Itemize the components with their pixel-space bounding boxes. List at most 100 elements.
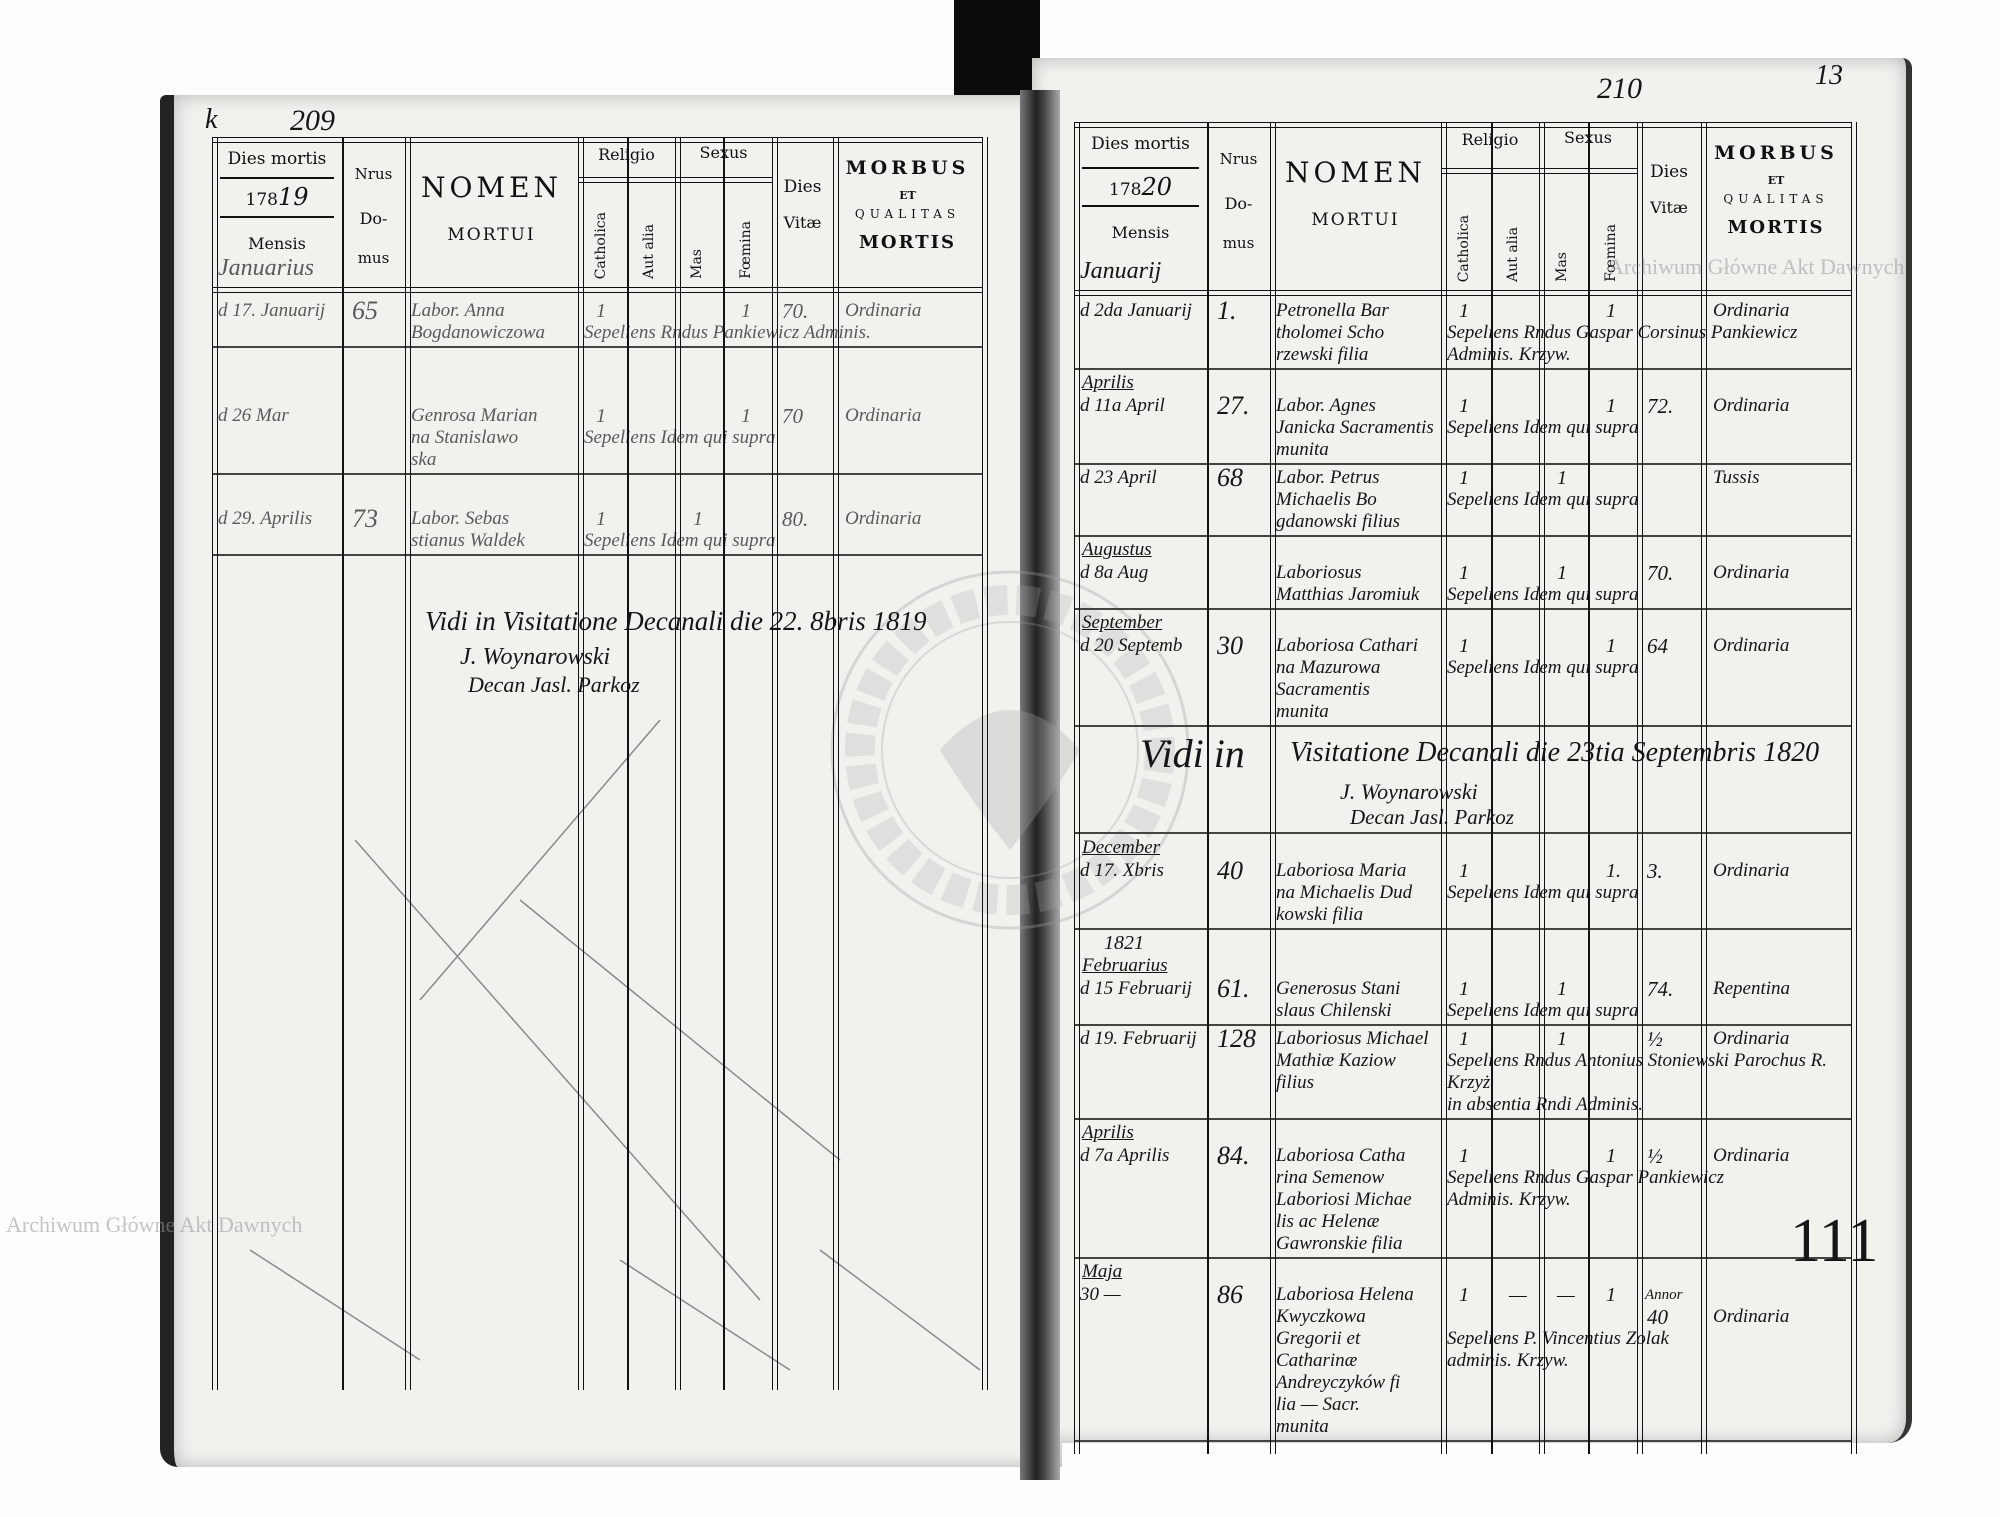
dies-mortis-rule <box>1082 167 1199 169</box>
entry-mark-foemina: 1 <box>1606 635 1616 657</box>
entry-name-line: slaus Chilenski <box>1276 1000 1392 1021</box>
entry-mark-foemina: 1. <box>1606 860 1621 882</box>
entry-name-line: munita <box>1276 1416 1329 1437</box>
column-rule <box>1701 122 1707 1454</box>
header-bottom-rule <box>212 287 982 293</box>
entry-house-number: 86 <box>1217 1280 1243 1309</box>
header-mas: Mas <box>689 249 705 279</box>
entry-morbus: Ordinaria <box>845 405 922 426</box>
entry-date: d 17. Xbris <box>1080 860 1164 881</box>
binding-gutter <box>1020 90 1060 1480</box>
header-year: 17820 <box>1074 173 1207 204</box>
entry-mark-foemina: 1 <box>741 405 751 427</box>
page-number: 209 <box>290 104 335 137</box>
header-mensis: Mensis <box>1111 223 1170 242</box>
entry-name-line: Laboriosa Helena Kwyczkowa <box>1276 1284 1414 1327</box>
entry-morbus: Ordinaria <box>1713 1028 1790 1049</box>
header-mortis: MORTIS <box>1727 217 1825 238</box>
pencil-line <box>354 839 761 1301</box>
visitation-title: Decan Jasl. Parkoz <box>1350 805 1514 829</box>
visitation-title: Decan Jasl. Parkoz <box>468 672 640 697</box>
header-bottom-rule <box>1074 290 1851 296</box>
entry-date: d 29. Aprilis <box>218 508 313 529</box>
entry-mark-catholica: 1 <box>1459 1284 1469 1306</box>
row-separator <box>212 554 982 556</box>
entry-morbus: Ordinaria <box>1713 562 1790 583</box>
entry-mark-foemina: 1 <box>1606 1284 1616 1306</box>
entry-mark-mas: 1 <box>1557 467 1567 489</box>
entry-name-line: Gregorii et Catharinæ <box>1276 1328 1361 1371</box>
entry-morbus: Ordinaria <box>1713 395 1790 416</box>
entry-month: Augustus <box>1082 539 1152 560</box>
header-morbus: MORBUS <box>1714 142 1838 164</box>
row-separator <box>1074 463 1851 465</box>
entry-mark-catholica: 1 <box>1459 467 1469 489</box>
entry-name-line: Mathiæ Kaziow <box>1276 1050 1396 1071</box>
entry-date: d 17. Januarij <box>218 300 326 321</box>
right-page <box>1032 58 1912 1443</box>
column-rule <box>627 137 629 1390</box>
column-rule <box>342 137 344 1390</box>
header-dies-mortis: Dies mortis <box>1091 134 1190 154</box>
column-rule <box>1074 122 1080 1454</box>
entry-house-number: 30 <box>1217 631 1243 660</box>
entry-burial-line: Sepeliens Idem qui supra <box>584 530 776 551</box>
header-religio: Religio <box>578 145 675 164</box>
entry-date: d 23 April <box>1080 467 1157 488</box>
row-separator <box>212 346 982 348</box>
dies-mortis-rule <box>1082 205 1199 207</box>
entry-morbus: Repentina <box>1713 978 1791 999</box>
entry-morbus: Ordinaria <box>1713 1145 1790 1166</box>
row-separator <box>1074 1024 1851 1026</box>
column-rule <box>1637 122 1643 1454</box>
entry-name-line: Laboriosus Michael <box>1276 1028 1429 1049</box>
header-morbus: MORBUS <box>845 157 970 179</box>
column-rule <box>833 137 839 1390</box>
entry-mark-aut_alia: — <box>1509 1284 1527 1306</box>
entry-mark-foemina: 1 <box>1606 300 1616 322</box>
entry-mark-catholica: 1 <box>596 300 606 322</box>
left-page <box>160 95 1062 1467</box>
dies-mortis-rule <box>220 177 334 179</box>
entry-date: d 26 Mar <box>218 405 289 426</box>
entry-mark-catholica: 1 <box>1459 395 1469 417</box>
entry-dies-vitae: ½ <box>1647 1027 1663 1051</box>
column-rule <box>1441 122 1447 1454</box>
header-year: 17819 <box>212 183 342 214</box>
entry-name-line: Laboriosa Cathari <box>1276 635 1419 656</box>
entry-mark-mas: — <box>1557 1284 1575 1306</box>
year-handwritten: 19 <box>277 183 309 211</box>
column-rule <box>1270 122 1276 1454</box>
entry-morbus: Ordinaria <box>1713 300 1790 321</box>
entry-name-line: rzewski filia <box>1276 344 1369 365</box>
entry-name-line: na Stanislawo <box>411 427 519 448</box>
header-mus: mus <box>1222 234 1255 252</box>
year-handwritten: 20 <box>1141 173 1172 201</box>
entry-month: Maja <box>1082 1261 1123 1282</box>
header-nrus: Nrus <box>1219 150 1258 168</box>
entry-name-line: Janicka Sacramentis munita <box>1276 417 1434 460</box>
pencil-line <box>419 719 661 1001</box>
entry-mark-catholica: 1 <box>1459 635 1469 657</box>
watermark-bottom-left: Archiwum Główne Akt Dawnych <box>6 1212 303 1237</box>
entry-name-line: Matthias Jaromiuk <box>1276 584 1420 605</box>
column-rule <box>1851 122 1857 1454</box>
entry-mark-catholica: 1 <box>1459 1145 1469 1167</box>
entry-burial-line: Sepeliens Rndus Antonius Stoniewski Paro… <box>1447 1050 1827 1093</box>
entry-dies-vitae: 40 <box>1647 1305 1668 1329</box>
corner-mark: k <box>205 104 218 135</box>
entry-burial-line: Sepeliens Rndus Pankiewicz Adminis. <box>584 322 871 343</box>
entry-burial-line: adminis. Krzyw. <box>1447 1350 1569 1371</box>
entry-burial-line: Sepeliens P. Vincentius Zolak <box>1447 1328 1669 1349</box>
header-month-handwritten: Januarius <box>218 255 314 281</box>
column-rule <box>212 137 218 1390</box>
entry-mark-mas: 1 <box>693 508 703 530</box>
column-rule <box>1207 122 1209 1454</box>
entry-name-line: Laboriosa Maria <box>1276 860 1407 881</box>
header-nrus: Nrus <box>354 165 393 183</box>
header-aut_alia: Aut alia <box>641 224 657 279</box>
header-nomen: NOMEN <box>1284 156 1427 189</box>
entry-month: September <box>1082 612 1163 633</box>
header-do: Do- <box>359 209 388 228</box>
header-qualitas: QUALITAS <box>1723 192 1829 206</box>
